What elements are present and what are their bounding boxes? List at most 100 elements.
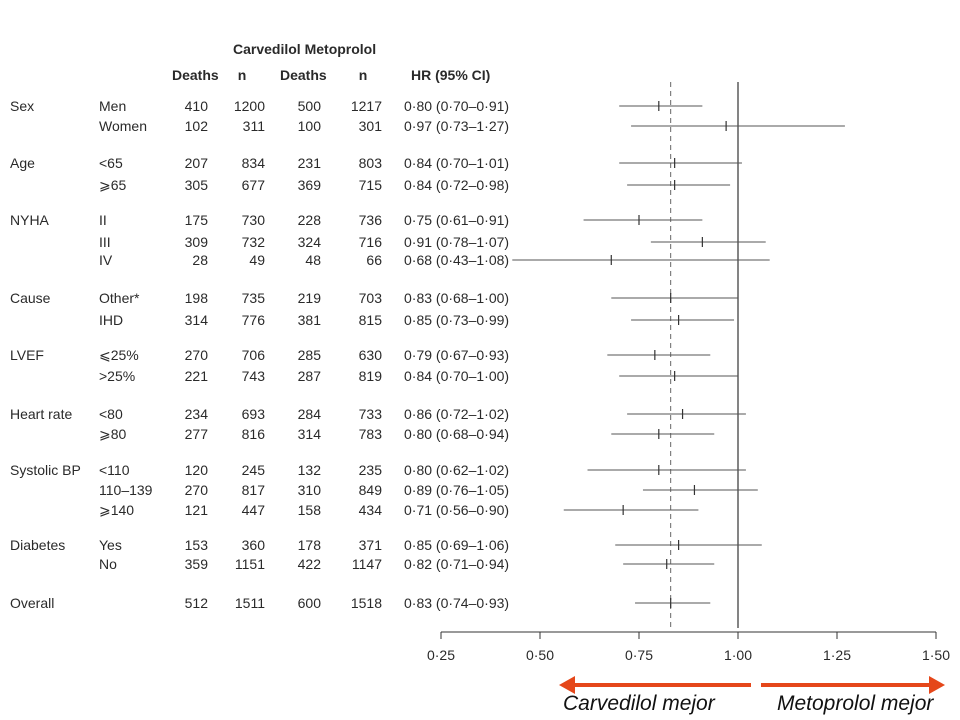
carvedilol-deaths-value: 120 [185, 462, 209, 478]
metoprolol-n-value: 819 [359, 368, 383, 384]
hr-ci-value: 0·85 (0·73–0·99) [404, 312, 509, 328]
x-axis-tick-label: 0·25 [427, 647, 455, 663]
carvedilol-n-value: 311 [243, 118, 266, 134]
metoprolol-n-value: 235 [359, 462, 383, 478]
table-row: Women 102 311 100 301 0·97 (0·73–1·27) [99, 118, 845, 134]
metoprolol-n-value: 703 [359, 290, 383, 306]
metoprolol-deaths-value: 500 [298, 98, 322, 114]
metoprolol-deaths-value: 219 [298, 290, 322, 306]
carvedilol-n-value: 677 [242, 177, 266, 193]
carvedilol-n-value: 743 [242, 368, 266, 384]
metoprolol-n-value: 815 [359, 312, 383, 328]
carvedilol-deaths-value: 198 [185, 290, 209, 306]
row-subgroup-label: Women [99, 118, 147, 134]
row-group-label: NYHA [10, 212, 50, 228]
metoprolol-deaths-value: 178 [298, 537, 322, 553]
metoprolol-deaths-value: 600 [298, 595, 322, 611]
carvedilol-deaths-value: 512 [185, 595, 209, 611]
carvedilol-deaths-value: 270 [185, 347, 209, 363]
row-group-label: Sex [10, 98, 34, 114]
row-subgroup-label: ⩽25% [99, 347, 139, 363]
row-subgroup-label: ⩾80 [99, 426, 127, 442]
carvedilol-n-value: 817 [242, 482, 266, 498]
table-row: ⩾80 277 816 314 783 0·80 (0·68–0·94) [99, 426, 715, 442]
hr-ci-value: 0·97 (0·73–1·27) [404, 118, 509, 134]
hr-ci-value: 0·75 (0·61–0·91) [404, 212, 509, 228]
right-arrow-icon [929, 676, 945, 694]
metoprolol-deaths-value: 285 [298, 347, 322, 363]
table-row: ⩾65 305 677 369 715 0·84 (0·72–0·98) [99, 177, 731, 193]
hr-ci-value: 0·89 (0·76–1·05) [404, 482, 509, 498]
row-group-label: Overall [10, 595, 54, 611]
carvedilol-deaths-value: 309 [185, 234, 209, 250]
metoprolol-deaths-value: 228 [298, 212, 322, 228]
hr-ci-value: 0·83 (0·68–1·00) [404, 290, 509, 306]
row-subgroup-label: IHD [99, 312, 123, 328]
col-header-hr: HR (95% CI) [411, 67, 490, 83]
carvedilol-deaths-value: 410 [185, 98, 209, 114]
row-group-label: Cause [10, 290, 51, 306]
col-header-metoprolol-deaths: Deaths [280, 67, 327, 83]
hr-ci-value: 0·86 (0·72–1·02) [404, 406, 509, 422]
metoprolol-deaths-value: 314 [298, 426, 322, 442]
table-row: ⩾140 121 447 158 434 0·71 (0·56–0·90) [99, 502, 699, 518]
carvedilol-deaths-value: 175 [185, 212, 209, 228]
x-axis-tick-label: 1·00 [724, 647, 752, 663]
hr-ci-value: 0·80 (0·70–0·91) [404, 98, 509, 114]
hr-ci-value: 0·79 (0·67–0·93) [404, 347, 509, 363]
carvedilol-n-value: 816 [242, 426, 266, 442]
x-axis-tick-label: 0·50 [526, 647, 554, 663]
table-row: Systolic BP <110 120 245 132 235 0·80 (0·62–1·… [10, 462, 746, 478]
carvedilol-n-value: 1200 [234, 98, 265, 114]
hr-ci-value: 0·80 (0·62–1·02) [404, 462, 509, 478]
row-subgroup-label: No [99, 556, 117, 572]
carvedilol-deaths-value: 28 [192, 252, 208, 268]
row-subgroup-label: Men [99, 98, 126, 114]
carvedilol-n-value: 693 [242, 406, 266, 422]
row-subgroup-label: >25% [99, 368, 135, 384]
left-arrow-icon [559, 676, 575, 694]
carvedilol-deaths-value: 305 [185, 177, 209, 193]
carvedilol-n-value: 776 [242, 312, 266, 328]
hr-ci-value: 0·82 (0·71–0·94) [404, 556, 509, 572]
metoprolol-better-label: Metoprolol mejor [777, 692, 934, 715]
metoprolol-deaths-value: 132 [298, 462, 322, 478]
row-group-label: Systolic BP [10, 462, 81, 478]
table-row: IV 28 49 48 66 0·68 (0·43–1·08) [99, 252, 770, 268]
left-arrow-shaft [571, 683, 751, 687]
metoprolol-n-value: 630 [359, 347, 383, 363]
hr-ci-value: 0·68 (0·43–1·08) [404, 252, 509, 268]
metoprolol-deaths-value: 287 [298, 368, 322, 384]
row-subgroup-label: IV [99, 252, 113, 268]
metoprolol-deaths-value: 231 [298, 155, 322, 171]
hr-ci-value: 0·91 (0·78–1·07) [404, 234, 509, 250]
carvedilol-n-value: 245 [242, 462, 266, 478]
col-header-carvedilol-n: n [238, 67, 247, 83]
table-row: Cause Other* 198 735 219 703 0·83 (0·68–1·00) [10, 290, 738, 306]
carvedilol-better-label: Carvedilol mejor [563, 692, 715, 715]
carvedilol-deaths-value: 314 [185, 312, 209, 328]
row-subgroup-label: <110 [99, 462, 130, 478]
row-subgroup-label: <65 [99, 155, 123, 171]
table-row: Overall 512 1511 600 1518 0·83 (0·74–0·93) [10, 595, 711, 611]
carvedilol-n-value: 447 [242, 502, 266, 518]
row-group-label: Age [10, 155, 35, 171]
carvedilol-n-value: 1151 [235, 556, 265, 572]
group-header: Carvedilol Metoprolol [233, 41, 376, 57]
col-header-metoprolol-n: n [359, 67, 368, 83]
row-subgroup-label: ⩾140 [99, 502, 134, 518]
table-row: NYHA II 175 730 228 736 0·75 (0·61–0·91) [10, 212, 703, 228]
metoprolol-deaths-value: 158 [298, 502, 322, 518]
x-axis-tick-label: 1·50 [922, 647, 950, 663]
table-row: IHD 314 776 381 815 0·85 (0·73–0·99) [99, 312, 735, 328]
x-axis-tick-label: 0·75 [625, 647, 653, 663]
carvedilol-n-value: 360 [242, 537, 266, 553]
metoprolol-deaths-value: 48 [305, 252, 321, 268]
table-row: >25% 221 743 287 819 0·84 (0·70–1·00) [99, 368, 738, 384]
row-subgroup-label: 110–139 [99, 482, 153, 498]
direction-footer: Carvedilol mejor Metoprolol mejor [555, 668, 955, 718]
carvedilol-deaths-value: 121 [185, 502, 209, 518]
metoprolol-n-value: 434 [359, 502, 383, 518]
metoprolol-n-value: 1217 [351, 98, 382, 114]
metoprolol-n-value: 733 [359, 406, 383, 422]
